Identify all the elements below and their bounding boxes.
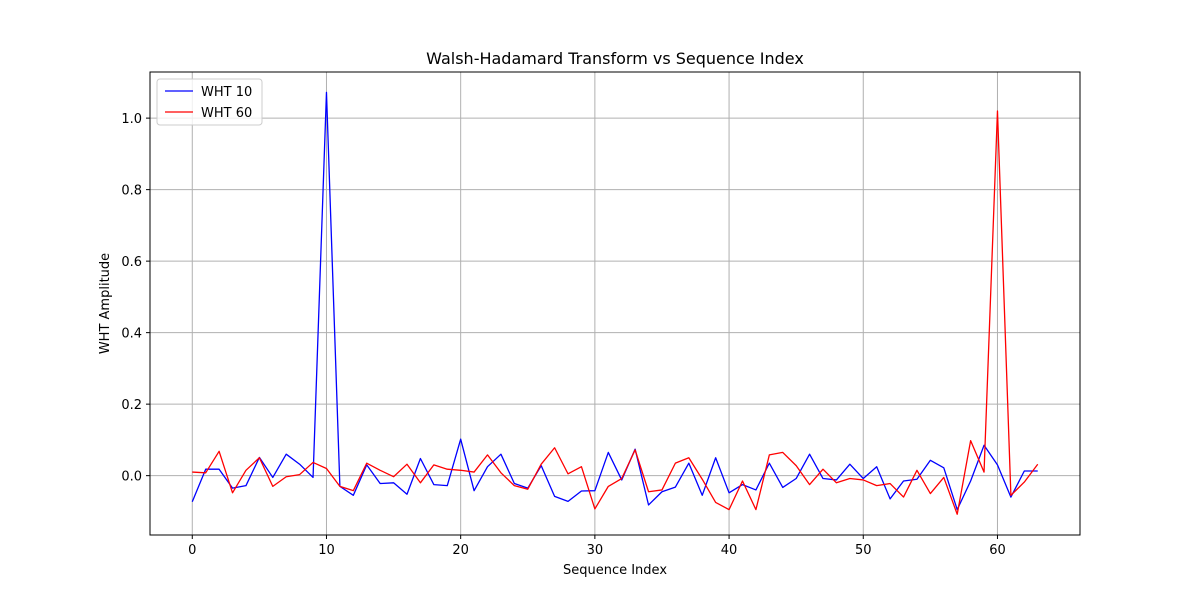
plot-area-frame [149,71,1081,536]
grid-lines [150,72,1080,535]
axis-ticks: 0 10 20 30 40 50 60 0.0 0.2 0.4 0.6 0.8 1.0 [121,112,1005,558]
y-tick-label: 0.0 [121,470,142,485]
legend: WHT 10 WHT 60 [156,78,263,126]
x-tick-label: 20 [452,543,469,558]
series-line-2 [192,110,1039,515]
y-axis-label: WHT Amplitude [98,253,113,354]
chart-title: Walsh-Hadamard Transform vs Sequence Ind… [426,49,804,68]
y-tick-label: 0.6 [121,255,142,270]
x-tick-label: 30 [587,543,604,558]
x-tick-label: 0 [188,543,196,558]
series-lines [191,91,1039,515]
x-tick-label: 60 [989,543,1006,558]
x-tick-label: 50 [855,543,872,558]
y-tick-label: 0.4 [121,327,142,342]
x-tick-label: 40 [721,543,738,558]
legend-label: WHT 10 [201,85,252,100]
y-tick-label: 0.2 [121,398,142,413]
x-tick-label: 10 [318,543,335,558]
x-axis-label: Sequence Index [563,563,667,578]
y-tick-label: 1.0 [121,112,142,127]
y-tick-label: 0.8 [121,184,142,199]
legend-label: WHT 60 [201,106,252,121]
